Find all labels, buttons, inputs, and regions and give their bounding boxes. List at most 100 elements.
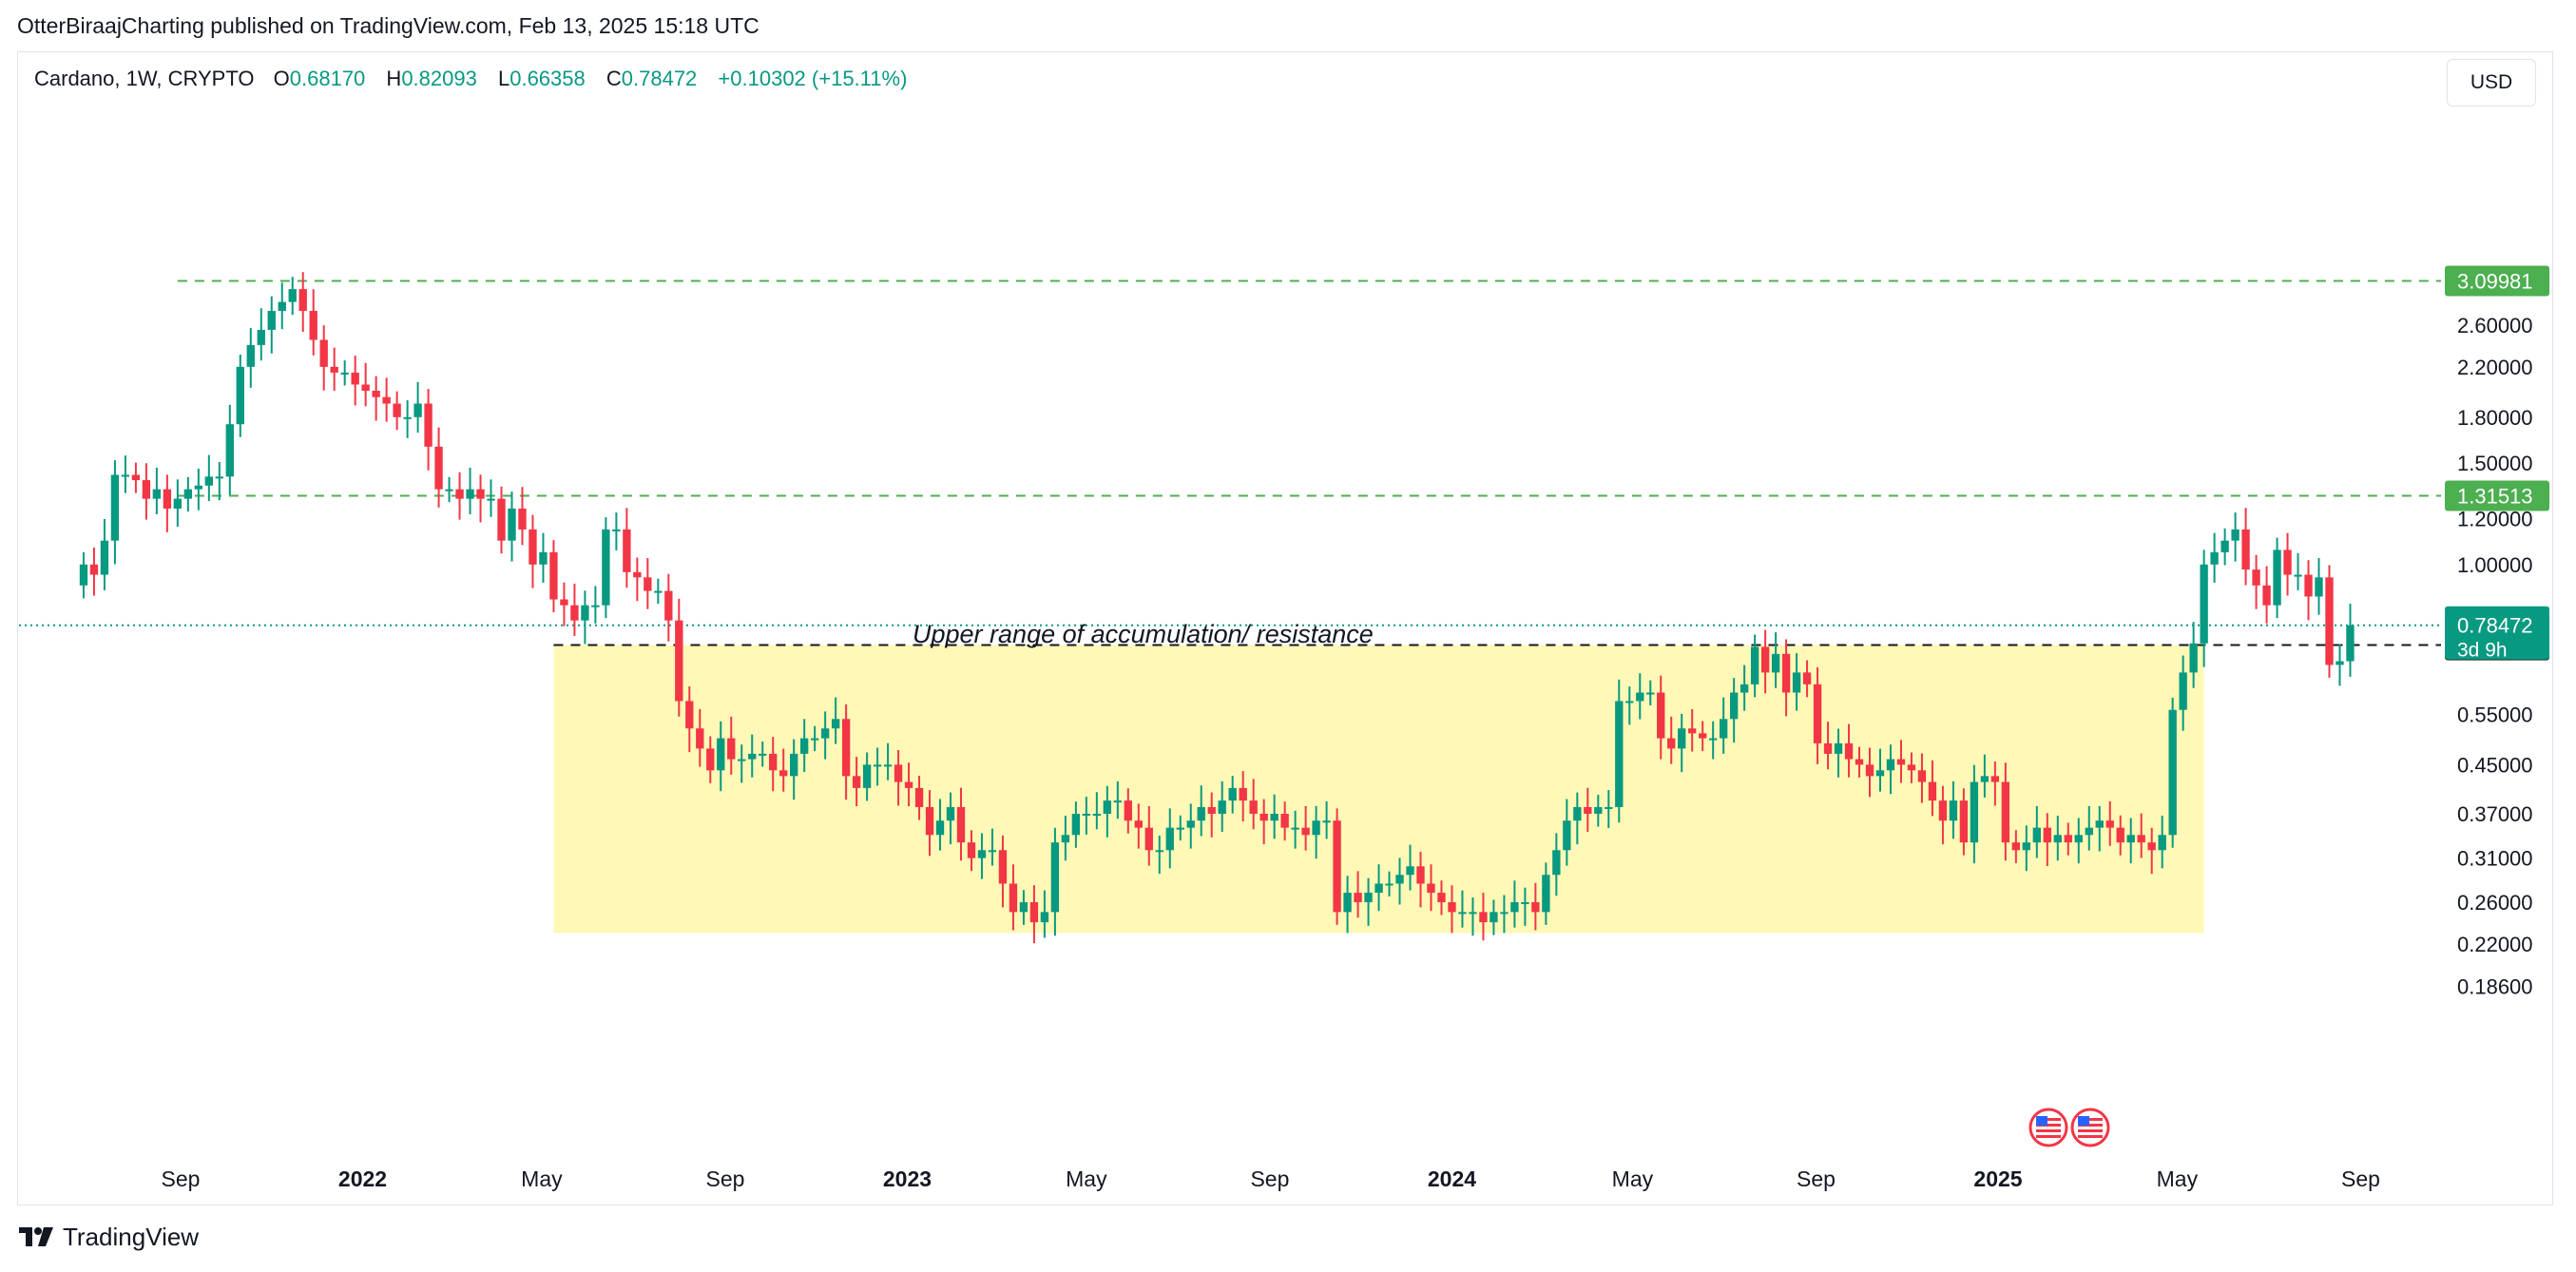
us-flag-stripe (2078, 1129, 2103, 1132)
candle-body (1938, 800, 1948, 821)
y-tick-label: 0.18600 (2457, 974, 2533, 998)
open-value: 0.68170 (289, 67, 366, 90)
candle-body (549, 551, 558, 600)
candle-body (956, 806, 966, 843)
candle-body (2147, 842, 2156, 851)
candle-body (769, 753, 778, 771)
candle-body (424, 403, 433, 447)
candle-body (1249, 800, 1258, 814)
candle-body (2283, 549, 2292, 575)
symbol-legend: Cardano, 1W, CRYPTO O0.68170 H0.82093 L0… (34, 67, 922, 91)
currency-button[interactable]: USD (2447, 59, 2536, 106)
candle-body (236, 366, 244, 425)
open-label: O (273, 67, 290, 90)
countdown-label: 3d 9h (2457, 640, 2508, 662)
symbol-name: Cardano, 1W, CRYPTO (34, 67, 255, 90)
candle-body (1708, 738, 1718, 741)
candle-body (841, 719, 851, 777)
candle-body (799, 738, 809, 754)
candle-body (1521, 902, 1529, 905)
candle-body (2241, 529, 2250, 570)
candle-body (1176, 827, 1184, 830)
y-tick-label: 1.00000 (2457, 553, 2533, 577)
candle-body (852, 776, 861, 788)
candle-body (810, 738, 819, 741)
candle-body (1990, 776, 2000, 782)
candle-body (1270, 813, 1278, 821)
candle-body (445, 489, 453, 491)
candle-body (717, 738, 725, 771)
candle-body (1197, 806, 1205, 821)
candle-body (685, 701, 694, 729)
published-header: OtterBiraajCharting published on Trading… (17, 13, 759, 38)
candle-body (351, 372, 359, 385)
candle-body (487, 498, 495, 501)
candle-body (1855, 759, 1864, 765)
candle-body (1802, 672, 1812, 684)
candle-body (204, 476, 214, 486)
x-tick-label: May (1612, 1166, 1654, 1191)
candle-body (1886, 759, 1895, 771)
candle-body (1875, 770, 1885, 777)
x-tick-label: Sep (1250, 1166, 1289, 1191)
candle-body (1646, 692, 1655, 695)
candle-body (2336, 661, 2344, 665)
x-tick-label: Sep (1797, 1166, 1836, 1191)
candle-body (2074, 835, 2083, 843)
candle-body (883, 764, 893, 767)
candle-body (706, 748, 715, 771)
candle-body (2022, 842, 2031, 851)
candle-body (1479, 912, 1488, 923)
candle-body (1500, 912, 1509, 915)
candle-body (142, 480, 151, 499)
candle-body (497, 498, 506, 541)
y-tick-label: 1.20000 (2457, 508, 2533, 531)
candle-body (1563, 820, 1571, 851)
candle-body (257, 329, 265, 345)
candle-body (476, 489, 485, 499)
x-tick-label: Sep (706, 1166, 745, 1191)
candle-body (1959, 800, 1969, 843)
candle-body (1510, 902, 1519, 913)
x-tick-label: 2024 (1428, 1166, 1476, 1191)
candle-body (298, 289, 307, 312)
candle-body (1469, 912, 1477, 915)
candle-body (2200, 564, 2208, 644)
candle-body (1395, 875, 1404, 884)
x-tick-label: May (521, 1166, 563, 1191)
candle-body (633, 571, 642, 578)
candle-body (2294, 574, 2302, 577)
candle-body (2315, 577, 2323, 597)
candle-body (1844, 742, 1854, 760)
candle-body (612, 529, 621, 531)
candle-body (2304, 574, 2313, 597)
candle-body (121, 474, 130, 477)
us-flag-stripe (2036, 1124, 2061, 1127)
candle-body (1291, 827, 1299, 830)
candle-body (1364, 893, 1373, 903)
chart-frame[interactable] (17, 51, 2553, 1205)
candle-body (1103, 800, 1112, 814)
candle-body (1834, 742, 1843, 754)
candle-body (1301, 827, 1310, 836)
candle-body (1186, 820, 1195, 828)
candle-body (1573, 806, 1582, 821)
candle-body (570, 605, 579, 621)
candle-body (988, 850, 997, 853)
candle-body (1082, 813, 1091, 816)
candle-body (2220, 540, 2229, 552)
candle-body (267, 311, 276, 330)
candle-body (1333, 820, 1341, 913)
level-tag (2445, 480, 2549, 511)
candle-body (455, 489, 464, 499)
candle-body (361, 384, 370, 392)
y-tick-label: 0.26000 (2457, 891, 2533, 915)
candle-body (967, 842, 976, 858)
tradingview-footer[interactable]: TradingView (17, 1223, 199, 1251)
x-tick-label: May (2157, 1166, 2199, 1191)
candle-body (1688, 728, 1697, 734)
candle-body (2210, 551, 2219, 565)
x-tick-label: May (1066, 1166, 1107, 1191)
candle-body (1636, 692, 1644, 702)
